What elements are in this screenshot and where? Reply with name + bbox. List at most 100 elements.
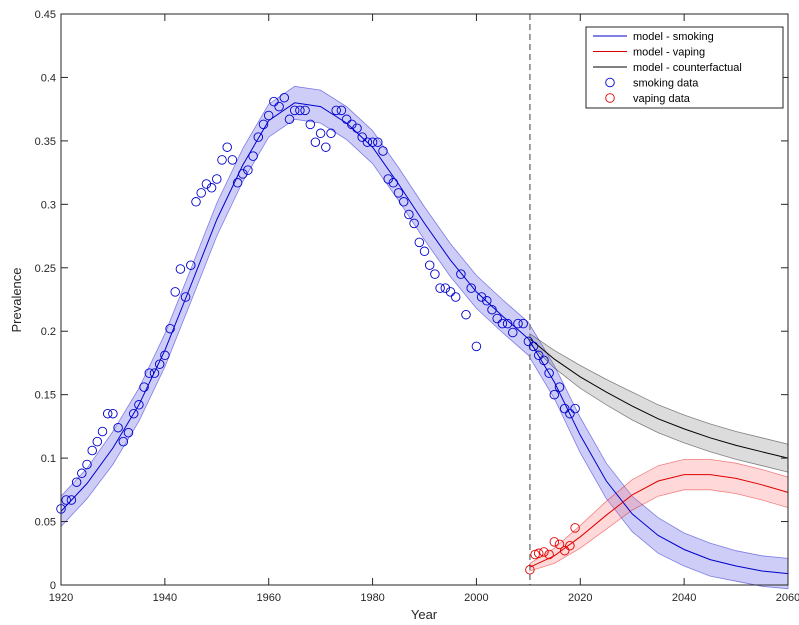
x-axis-label: Year <box>411 607 438 622</box>
smoking-data-point <box>315 128 326 139</box>
smoking-data-point <box>154 359 165 369</box>
smoking-data-point <box>118 436 129 447</box>
smoking-data-point <box>461 309 471 320</box>
legend-label-model-smoking: model - smoking <box>633 31 714 43</box>
y-tick-label: 0.05 <box>35 517 56 529</box>
smoking-data-point <box>336 105 347 116</box>
legend-label-model-vaping: model - vaping <box>633 47 705 59</box>
smoking-data-point <box>305 119 316 130</box>
vaping-data-point <box>549 537 560 547</box>
smoking-data-point <box>222 142 232 152</box>
smoking-data-point <box>160 350 170 361</box>
smoking-data-point <box>357 132 367 142</box>
smoking-data-point <box>248 151 258 161</box>
y-tick-label: 0.45 <box>35 9 56 21</box>
smoking-data-point <box>269 96 279 107</box>
vaping-data-point <box>539 547 549 557</box>
vaping-data-point <box>530 549 540 560</box>
smoking-data-point <box>274 101 284 112</box>
smoking-data-point <box>61 495 71 505</box>
smoking-data-point <box>238 169 248 179</box>
y-tick-label: 0.2 <box>41 326 56 338</box>
smoking-data-point <box>466 283 476 293</box>
plot-area-frame <box>60 13 789 586</box>
smoking-data-point <box>82 459 92 470</box>
smoking-data-point <box>170 287 180 297</box>
model-counterfactual-line <box>529 338 789 459</box>
smoking-data-point <box>523 336 534 347</box>
x-tick-label: 2040 <box>672 592 696 604</box>
y-tick-label: 0.15 <box>35 390 56 402</box>
smoking-data-point <box>398 197 409 207</box>
y-tick-label: 0.1 <box>41 453 56 465</box>
smoking-data-point <box>378 146 388 156</box>
smoking-data-point <box>217 155 227 165</box>
model-smoking-confidence-band <box>60 85 789 590</box>
smoking-data-point <box>321 142 331 152</box>
smoking-data-point <box>497 318 508 329</box>
y-tick-label: 0.4 <box>41 72 56 84</box>
x-tick-label: 1960 <box>256 592 280 604</box>
smoking-data-point <box>186 260 196 270</box>
smoking-data-point <box>414 237 425 248</box>
smoking-data-point <box>258 119 269 130</box>
smoking-data-point <box>243 165 253 175</box>
smoking-data-point <box>559 403 570 414</box>
legend-label-vaping-data: vaping data <box>633 93 691 105</box>
smoking-data-point <box>196 188 206 198</box>
smoking-data-point <box>310 137 321 147</box>
smoking-data-point <box>404 209 414 220</box>
model-vaping-line <box>529 474 789 568</box>
smoking-data-point <box>123 427 134 438</box>
smoking-data-point <box>565 408 575 419</box>
smoking-data-point <box>165 323 175 334</box>
legend-label-smoking-data: smoking data <box>633 78 699 90</box>
smoking-data-point <box>97 426 108 437</box>
smoking-data-point <box>456 269 466 279</box>
smoking-data-point <box>253 132 264 142</box>
model-lines <box>60 102 789 575</box>
vaping-data-point <box>533 548 544 559</box>
legend-label-model-counterfactual: model - counterfactual <box>633 62 742 74</box>
legend: model - smoking model - vaping model - cou… <box>585 26 784 109</box>
vaping-data-point <box>565 540 575 551</box>
smoking-data-point <box>549 389 560 400</box>
smoking-data-point <box>341 114 352 125</box>
smoking-data-point <box>92 436 103 447</box>
vaping-data-point <box>559 545 570 556</box>
smoking-data-point <box>352 123 362 133</box>
x-axis: 1920 1940 1960 1980 2000 2020 2040 2060 <box>49 14 799 604</box>
vaping-data-point <box>554 539 565 550</box>
vaping-data-point <box>570 523 580 533</box>
smoking-data-point <box>435 283 445 293</box>
y-axis-label: Prevalence <box>9 267 24 332</box>
x-tick-label: 2000 <box>464 592 488 604</box>
smoking-data-point <box>295 105 305 116</box>
smoking-data-point <box>367 137 378 147</box>
smoking-data-point <box>508 327 518 338</box>
smoking-data-point <box>533 350 544 361</box>
smoking-data-point <box>128 408 139 419</box>
smoking-data-point <box>450 292 461 302</box>
smoking-data-point <box>492 313 502 324</box>
smoking-data-point <box>326 128 336 139</box>
smoking-data-point <box>108 408 118 419</box>
smoking-data-point <box>284 114 295 125</box>
smoking-data-point <box>144 368 155 378</box>
smoking-data-point <box>175 264 186 274</box>
vaping-data-point <box>544 549 554 560</box>
smoking-data-point <box>206 183 217 193</box>
smoking-data-point <box>134 400 144 410</box>
smoking-data-point <box>227 155 238 165</box>
vaping-data-point <box>525 565 535 575</box>
x-tick-label: 1920 <box>49 592 73 604</box>
y-axis: 0 0.05 0.1 0.15 0.2 0.25 0.3 0.35 0.4 0.45 <box>35 9 788 592</box>
smoking-data-point <box>518 318 528 329</box>
smoking-data-point <box>482 296 492 306</box>
smoking-data-point <box>66 495 77 505</box>
smoking-data-point <box>528 341 539 352</box>
smoking-data-point <box>471 341 482 352</box>
smoking-data-point <box>424 260 435 270</box>
smoking-data-point <box>502 318 513 329</box>
